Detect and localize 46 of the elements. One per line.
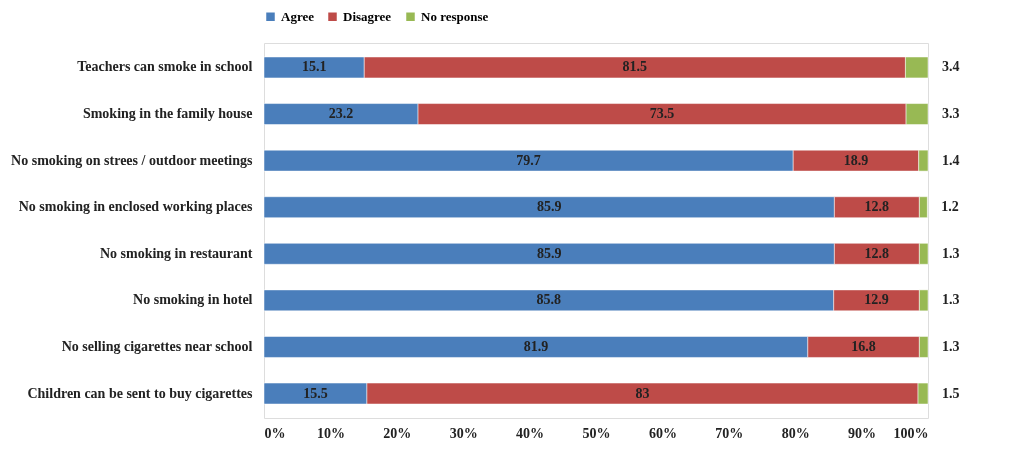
y-tick-label: No smoking in enclosed working places <box>18 199 254 215</box>
x-tick-label: 70% <box>715 425 744 441</box>
data-label: 85.8 <box>536 292 562 308</box>
y-tick-label: No selling cigarettes near school <box>61 338 253 354</box>
x-tick-label: 40% <box>516 425 545 441</box>
data-label: 73.5 <box>649 106 675 122</box>
x-tick-label: 50% <box>582 425 611 441</box>
x-tick-label: 0% <box>264 425 286 441</box>
y-tick-label: Smoking in the family house <box>82 106 253 122</box>
x-tick-label: 80% <box>781 425 810 441</box>
data-label: 3.3 <box>942 106 960 122</box>
data-label: 1.3 <box>942 245 960 261</box>
x-tick-label: 60% <box>648 425 677 441</box>
x-tick-label: 90% <box>848 425 877 441</box>
data-label: 12.9 <box>864 292 889 308</box>
data-label: 1.2 <box>941 199 959 215</box>
data-label: 3.4 <box>942 59 960 75</box>
y-tick-label: Teachers can smoke in school <box>77 59 253 75</box>
y-tick-label: Children can be sent to buy cigarettes <box>27 385 254 401</box>
data-label: 85.9 <box>536 199 562 215</box>
data-label: 81.9 <box>523 338 549 354</box>
data-label: 23.2 <box>328 106 354 122</box>
x-tick-label: 20% <box>383 425 412 441</box>
data-label: 15.1 <box>301 59 327 75</box>
y-tick-label: No smoking in restaurant <box>99 245 253 261</box>
data-label: 12.8 <box>864 245 890 261</box>
data-label: 15.5 <box>303 385 328 401</box>
data-label: 18.9 <box>843 152 869 168</box>
data-label: 1.3 <box>942 292 960 308</box>
legend-label: Agree <box>281 8 315 24</box>
legend-label: Disagree <box>343 8 392 24</box>
data-label: 79.7 <box>516 152 541 168</box>
x-tick-label: 100% <box>893 425 929 441</box>
data-label: 81.5 <box>622 59 648 75</box>
data-label: 12.8 <box>864 199 890 215</box>
legend-label: No response <box>421 8 489 24</box>
y-tick-label: No smoking on strees / outdoor meetings <box>11 152 254 168</box>
x-tick-label: 10% <box>316 425 345 441</box>
data-label: 1.3 <box>942 338 960 354</box>
y-tick-label: No smoking in hotel <box>133 292 253 308</box>
data-label: 16.8 <box>851 338 876 354</box>
x-tick-label: 30% <box>449 425 478 441</box>
data-label: 85.9 <box>536 245 562 261</box>
data-label: 1.4 <box>942 152 960 168</box>
data-label: 1.5 <box>942 385 960 401</box>
data-label: 83 <box>635 385 650 401</box>
